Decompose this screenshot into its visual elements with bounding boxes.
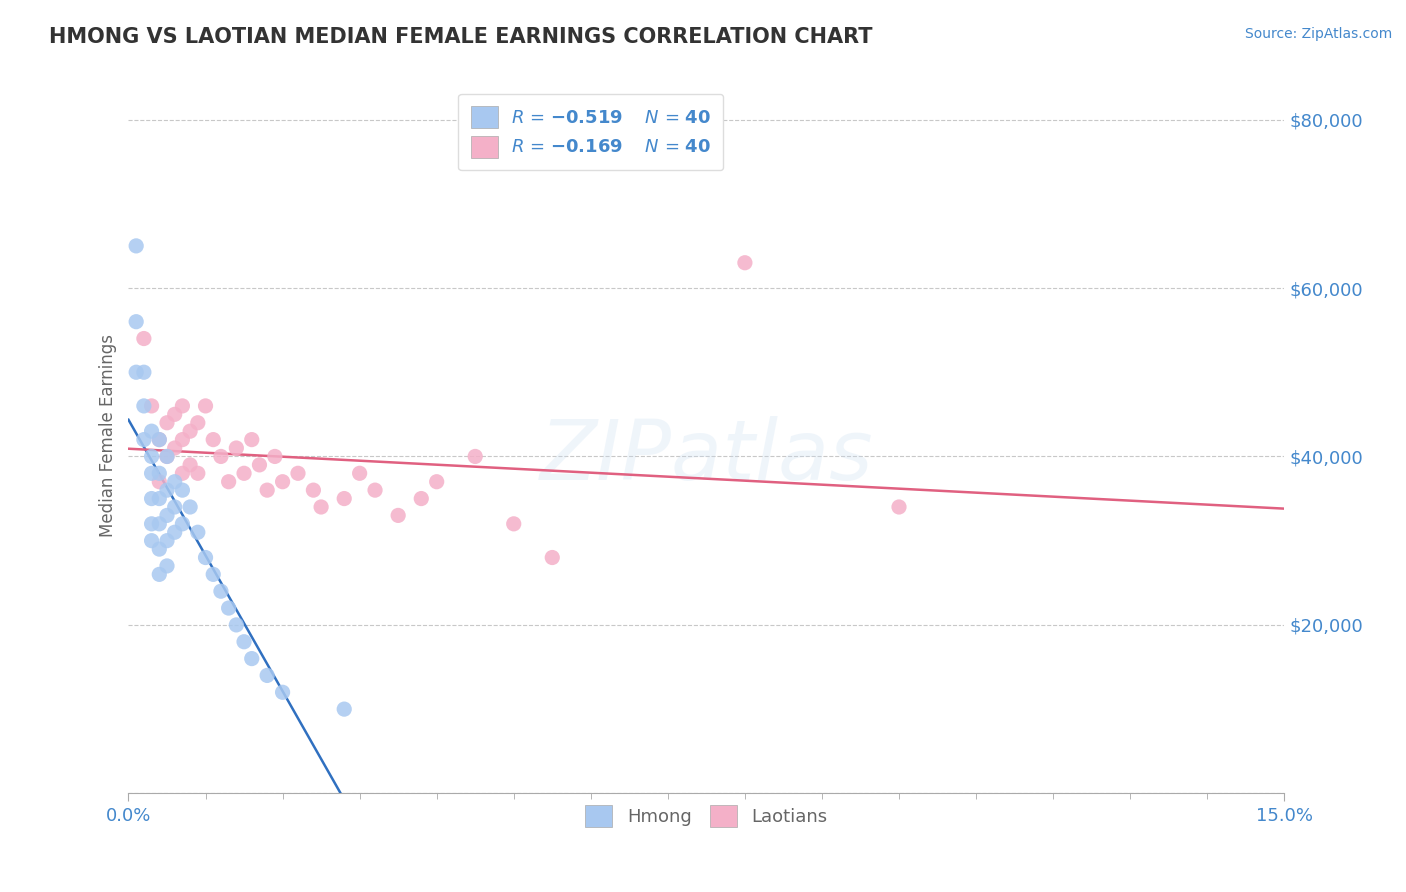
Text: Source: ZipAtlas.com: Source: ZipAtlas.com [1244,27,1392,41]
Point [141,450,163,464]
Point [141,424,163,438]
Point [887,500,910,514]
Point [148,467,170,481]
Point [125,239,148,253]
Point [132,332,155,346]
Point [163,500,186,514]
Point [233,467,256,481]
Point [156,558,179,573]
Point [194,550,217,565]
Point [225,441,247,455]
Point [364,483,387,497]
Legend: Hmong, Laotians: Hmong, Laotians [578,798,835,834]
Point [148,567,170,582]
Point [156,450,179,464]
Point [156,450,179,464]
Point [240,651,263,665]
Point [287,467,309,481]
Point [309,500,332,514]
Point [256,483,278,497]
Point [411,491,433,506]
Point [333,491,356,506]
Point [734,256,756,270]
Point [148,433,170,447]
Point [148,516,170,531]
Point [172,467,194,481]
Point [132,433,155,447]
Point [156,533,179,548]
Point [172,516,194,531]
Point [426,475,449,489]
Point [187,467,209,481]
Point [132,365,155,379]
Point [141,533,163,548]
Point [148,433,170,447]
Point [271,475,294,489]
Point [302,483,325,497]
Point [148,475,170,489]
Point [148,542,170,557]
Text: ZIPatlas: ZIPatlas [540,417,873,498]
Point [163,408,186,422]
Point [218,475,240,489]
Point [163,525,186,540]
Point [163,475,186,489]
Point [125,315,148,329]
Point [172,483,194,497]
Point [179,458,201,472]
Point [187,525,209,540]
Point [172,433,194,447]
Point [141,516,163,531]
Point [125,365,148,379]
Point [194,399,217,413]
Point [541,550,564,565]
Point [156,483,179,497]
Point [148,491,170,506]
Point [263,450,285,464]
Point [233,634,256,648]
Point [156,508,179,523]
Point [271,685,294,699]
Point [187,416,209,430]
Y-axis label: Median Female Earnings: Median Female Earnings [100,334,117,537]
Point [464,450,486,464]
Point [141,399,163,413]
Point [333,702,356,716]
Point [225,618,247,632]
Point [218,601,240,615]
Point [179,500,201,514]
Point [172,399,194,413]
Point [209,584,232,599]
Point [202,567,225,582]
Text: HMONG VS LAOTIAN MEDIAN FEMALE EARNINGS CORRELATION CHART: HMONG VS LAOTIAN MEDIAN FEMALE EARNINGS … [49,27,873,46]
Point [141,491,163,506]
Point [349,467,371,481]
Point [387,508,409,523]
Point [256,668,278,682]
Point [132,399,155,413]
Point [163,441,186,455]
Point [249,458,271,472]
Point [156,416,179,430]
Point [141,467,163,481]
Point [209,450,232,464]
Point [202,433,225,447]
Point [240,433,263,447]
Point [502,516,524,531]
Point [179,424,201,438]
